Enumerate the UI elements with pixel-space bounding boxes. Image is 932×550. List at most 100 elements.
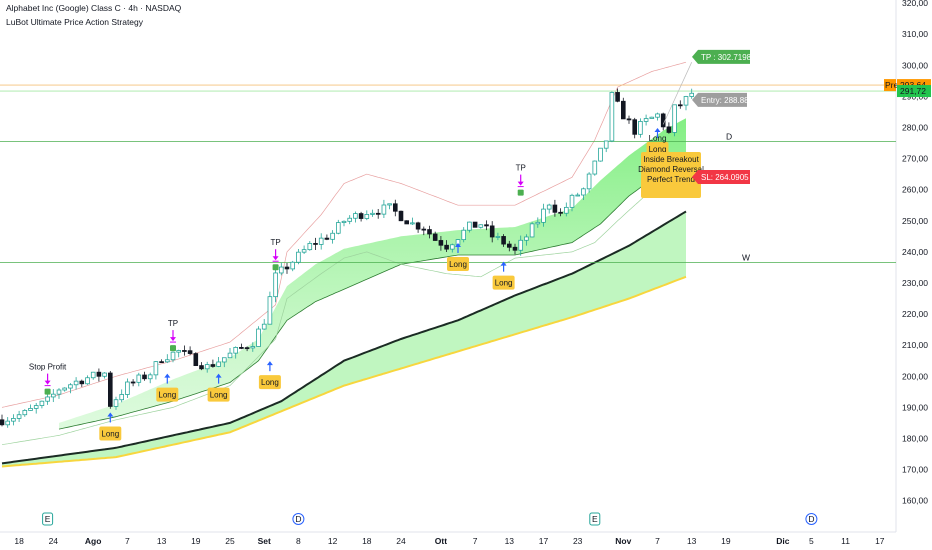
x-tick-label: 24 — [396, 536, 406, 546]
candle-body — [221, 357, 227, 363]
candle-body — [689, 92, 694, 97]
candle-body — [313, 243, 318, 245]
candle-body — [96, 371, 102, 377]
candle-body — [683, 96, 689, 106]
y-tick-label: 160,00 — [902, 496, 928, 506]
candle-body — [187, 350, 193, 354]
y-tick-label: 180,00 — [902, 433, 928, 443]
candle-body — [506, 243, 512, 248]
candle-body — [495, 236, 501, 238]
long-signal-label — [258, 375, 281, 390]
pre-market-badge — [884, 79, 896, 92]
level-label: D — [726, 131, 732, 141]
candle-body — [564, 206, 569, 214]
candle-body — [22, 410, 28, 416]
x-tick-label: 13 — [687, 536, 697, 546]
candle-body — [119, 394, 125, 401]
candle-body — [210, 364, 216, 367]
long-arrow-icon — [500, 261, 507, 266]
long-signal-label — [492, 275, 515, 290]
x-tick-label: 19 — [191, 536, 201, 546]
long-signal-label — [207, 387, 230, 402]
candle-body — [472, 221, 478, 228]
candle-body — [478, 224, 484, 228]
x-axis: 18 24 Ago 7 13 19 25 Set 8 12 18 24 Ott 7 13 17 23 Nov 7 13… — [14, 536, 884, 546]
candle-body — [204, 364, 210, 370]
candle-body — [518, 239, 523, 251]
candle-body — [649, 116, 655, 119]
long-signal-text: Long — [449, 260, 467, 269]
candle-body — [569, 194, 575, 208]
candle-body — [552, 204, 558, 213]
y-tick-label: 220,00 — [902, 309, 928, 319]
candle-body — [227, 352, 233, 359]
exit-signal-text: TP — [516, 164, 526, 173]
long-signal-text: Long — [649, 145, 667, 154]
candle-body — [375, 212, 381, 215]
earnings-marker-icon — [589, 512, 601, 526]
candle-body — [68, 384, 73, 389]
price-tag-text: 291,72 — [900, 86, 926, 96]
strategy-title: LuBot Ultimate Price Action Strategy — [6, 17, 144, 27]
y-tick-label: 190,00 — [902, 402, 928, 412]
candle-body — [438, 240, 444, 246]
candle-body — [147, 374, 153, 380]
candle-body — [318, 237, 324, 245]
candle-body — [341, 220, 347, 223]
tp-label: TP : 302.7198 — [692, 49, 752, 64]
candle-body — [489, 225, 495, 238]
y-tick-label: 310,00 — [902, 29, 928, 39]
candle-body — [273, 272, 278, 298]
candle-body — [330, 232, 335, 240]
level-label: W — [742, 252, 750, 262]
candle-body — [421, 228, 427, 231]
exit-check-icon — [44, 388, 51, 395]
tp-label-text: TP : 302.7198 — [701, 53, 752, 62]
candle-body — [415, 222, 421, 230]
candle-body — [164, 359, 170, 363]
long-signal-text: Long — [210, 391, 228, 400]
long-arrow-icon — [455, 243, 461, 247]
entry-label: Entry: 288.88 — [692, 92, 749, 107]
candle-body — [643, 118, 649, 122]
long-signal-label — [99, 426, 122, 441]
candle-body — [170, 351, 176, 361]
candle-body — [108, 372, 113, 407]
candles — [0, 88, 694, 428]
exit-arrow-icon — [517, 181, 524, 186]
candle-body — [239, 347, 244, 349]
candle-body — [301, 249, 307, 253]
candle-body — [529, 223, 535, 238]
candle-body — [267, 296, 273, 325]
exit-check-icon — [170, 345, 176, 352]
candle-body — [410, 222, 415, 225]
earnings-marker-icon — [42, 512, 54, 526]
x-tick-label: 19 — [721, 536, 731, 546]
candle-body — [432, 233, 438, 241]
candle-body — [125, 381, 130, 395]
x-tick-label: Ott — [435, 536, 447, 546]
candle-body — [51, 393, 56, 398]
candle-body — [484, 224, 489, 227]
candle-body — [444, 244, 449, 250]
y-tick-label: 230,00 — [902, 278, 928, 288]
earnings-marker-text: E — [45, 514, 51, 524]
x-tick-label: Ago — [85, 536, 102, 546]
exit-arrow-icon — [44, 380, 51, 385]
x-tick-label: Dic — [776, 536, 790, 546]
price-tag — [897, 85, 931, 98]
candle-body — [427, 229, 432, 235]
candle-body — [11, 418, 16, 422]
candle-body — [90, 371, 96, 379]
candle-body — [603, 140, 609, 149]
trade-long-text: Long — [649, 134, 667, 143]
candle-body — [558, 211, 563, 214]
candle-body — [62, 387, 67, 391]
earnings-marker-text: E — [592, 514, 598, 524]
candle-body — [284, 266, 290, 270]
long-signal-text: Long — [495, 279, 513, 288]
candle-body — [461, 229, 466, 241]
long-signal-text: Long — [158, 391, 176, 400]
candle-body — [398, 210, 404, 222]
